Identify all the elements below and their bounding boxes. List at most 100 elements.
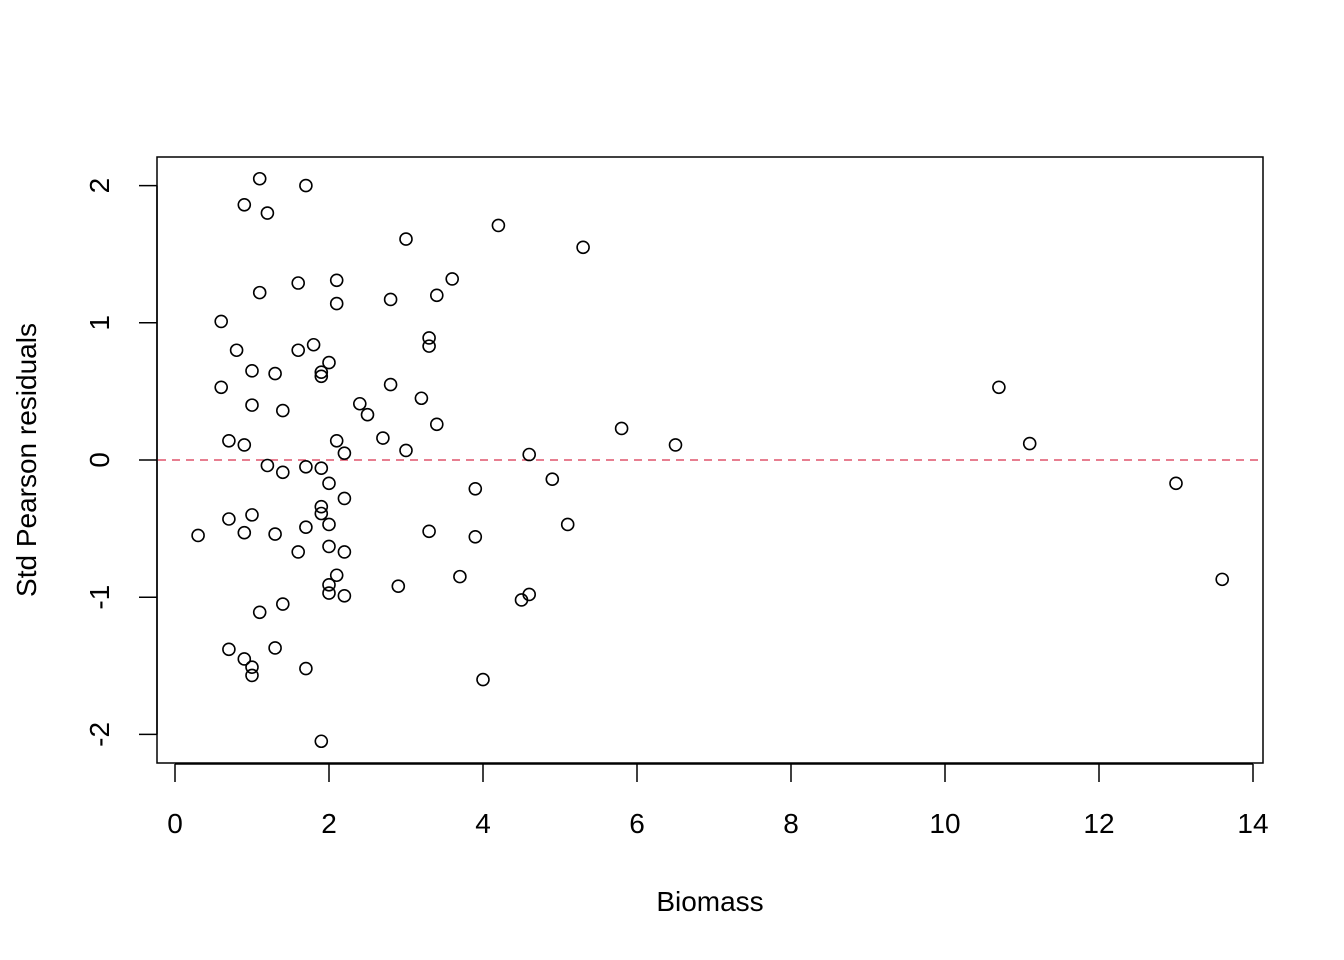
data-point: [268, 527, 282, 541]
data-point: [299, 178, 313, 193]
x-tick-label: 6: [629, 808, 645, 839]
data-point: [399, 443, 413, 458]
data-point: [453, 569, 467, 584]
data-point: [322, 517, 336, 532]
x-axis-label: Biomass: [656, 886, 763, 917]
y-axis-label: Std Pearson residuals: [11, 323, 42, 597]
data-point: [268, 641, 282, 655]
data-point: [245, 660, 259, 674]
data-point: [314, 461, 329, 476]
data-point: [306, 337, 321, 352]
data-point: [322, 476, 336, 491]
data-point: [299, 460, 313, 474]
data-point: [414, 391, 429, 406]
data-point: [237, 652, 252, 666]
data-point: [383, 292, 398, 307]
data-point: [1169, 476, 1183, 491]
data-point: [668, 438, 683, 452]
data-point: [329, 273, 344, 288]
data-point: [491, 218, 506, 233]
x-axis: 0 2 4 6 8 10 12 14: [167, 763, 1269, 839]
data-point: [352, 396, 367, 411]
data-point: [322, 586, 336, 600]
data-point: [468, 530, 483, 544]
data-point: [222, 512, 236, 526]
y-axis: -2 -1 0 1 2: [84, 178, 158, 747]
data-point: [252, 605, 267, 620]
y-tick-label: -2: [84, 722, 115, 747]
data-point: [522, 447, 537, 462]
data-point: [383, 377, 398, 392]
x-tick-label: 10: [929, 808, 960, 839]
data-point: [229, 343, 244, 358]
data-point: [245, 668, 259, 683]
data-point: [260, 458, 275, 473]
data-point: [291, 545, 306, 559]
data-point: [237, 438, 252, 452]
data-point: [252, 285, 267, 300]
data-point: [992, 380, 1006, 395]
data-point: [314, 499, 329, 514]
x-tick-label: 14: [1237, 808, 1268, 839]
data-point: [329, 433, 344, 448]
data-point: [299, 520, 313, 535]
data-point: [429, 288, 444, 303]
data-point: [422, 339, 436, 353]
data-point: [314, 506, 329, 521]
data-point: [445, 272, 460, 286]
data-point: [275, 403, 290, 418]
data-point: [337, 491, 352, 506]
data-point: [314, 734, 329, 749]
data-point: [391, 579, 406, 594]
data-point: [322, 578, 336, 592]
y-tick-label: 0: [84, 452, 115, 468]
data-point: [299, 661, 313, 676]
data-point: [275, 465, 290, 480]
data-point: [245, 508, 259, 522]
data-point: [329, 296, 344, 311]
y-tick-label: -1: [84, 585, 115, 610]
x-tick-label: 12: [1083, 808, 1114, 839]
data-point: [245, 398, 259, 412]
data-point: [376, 431, 390, 445]
data-point: [191, 528, 205, 543]
data-point: [314, 369, 329, 384]
data-point: [291, 343, 306, 358]
data-point: [514, 593, 529, 607]
x-tick-label: 4: [475, 808, 491, 839]
data-point: [429, 417, 444, 432]
data-point: [222, 642, 236, 657]
data-point: [1215, 572, 1229, 587]
data-point: [291, 276, 306, 290]
x-tick-label: 8: [783, 808, 799, 839]
data-point: [252, 171, 267, 186]
data-point: [422, 331, 436, 345]
x-tick-label: 0: [167, 808, 183, 839]
data-point: [476, 672, 490, 687]
x-tick-label: 2: [321, 808, 337, 839]
data-point: [1022, 436, 1037, 451]
data-point: [268, 366, 282, 381]
data-point: [237, 525, 252, 540]
data-point: [214, 380, 228, 395]
data-point: [322, 355, 336, 370]
data-point: [468, 482, 483, 496]
data-point: [314, 365, 329, 379]
data-point: [337, 589, 352, 603]
data-point: [422, 524, 436, 539]
data-point: [275, 597, 290, 611]
data-point: [322, 539, 336, 554]
data-point: [576, 240, 590, 255]
y-tick-label: 1: [84, 315, 115, 331]
data-points: [191, 171, 1229, 749]
data-point: [329, 568, 344, 583]
data-point: [222, 433, 236, 448]
y-tick-label: 2: [84, 178, 115, 194]
data-point: [214, 314, 228, 329]
data-point: [337, 446, 352, 460]
data-point: [399, 232, 413, 246]
data-point: [614, 421, 629, 436]
data-point: [260, 206, 275, 220]
data-point: [245, 364, 259, 378]
